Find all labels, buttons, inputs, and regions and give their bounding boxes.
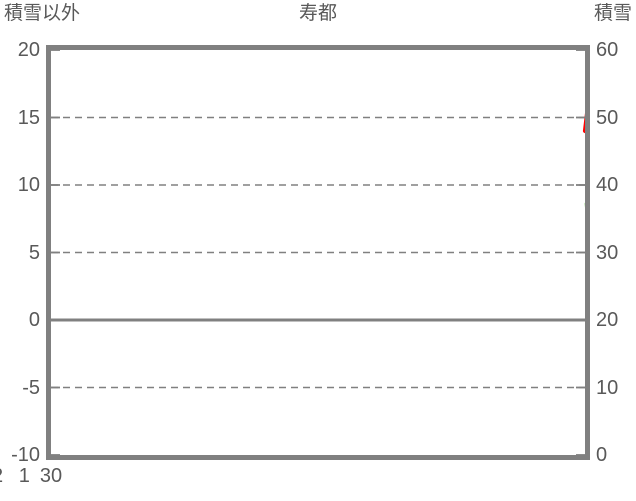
page-title: 寿都	[298, 3, 337, 24]
y-axis-tick-left: -10	[11, 444, 40, 466]
right-axis-caption: 積雪	[593, 3, 632, 24]
y-axis-tick-left: 0	[28, 309, 40, 331]
y-axis-tick-left: 15	[17, 106, 40, 129]
y-axis-tick-right: 30	[596, 241, 619, 264]
y-axis-tick-right: 40	[596, 174, 619, 196]
y-axis-tick-left: 10	[17, 174, 40, 196]
plot-svg	[51, 112, 585, 389]
x-axis-tick: 30	[39, 465, 63, 487]
y-axis-tick-right: 10	[596, 376, 619, 399]
y-axis-tick-right: 0	[596, 444, 608, 466]
left-axis-caption: 積雪以外	[4, 3, 81, 24]
y-axis-tick-left: 20	[17, 39, 40, 61]
y-axis-tick-left: 5	[28, 241, 40, 264]
x-axis-tick: 1	[18, 465, 30, 487]
y-axis-tick-right: 20	[596, 309, 619, 331]
y-axis-tick-right: 50	[596, 106, 619, 129]
y-axis-tick-right: 60	[596, 39, 619, 61]
gridlines	[51, 116, 585, 389]
plot-area	[51, 50, 585, 455]
x-axis-tick: 2	[0, 466, 18, 486]
y-axis-tick-left: -5	[22, 376, 40, 399]
